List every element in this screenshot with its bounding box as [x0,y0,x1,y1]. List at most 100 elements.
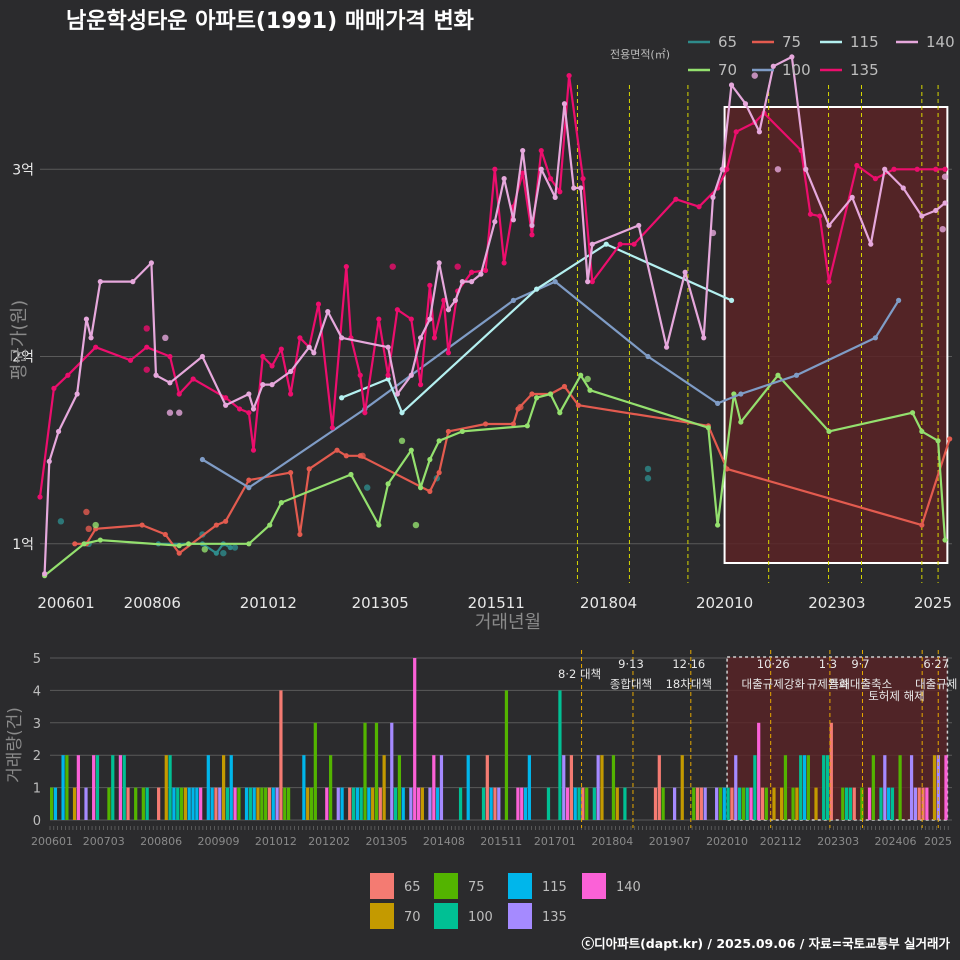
volume-bar [252,787,256,820]
volume-bar [107,787,111,820]
volume-bar [718,787,723,820]
price-chart: 1억 2억 3억 200601 200806 201012 201305 201511 2018… [9,54,953,633]
data-point-140 [385,344,391,350]
data-point-140 [561,101,568,107]
data-point-140 [199,353,206,360]
data-point-135 [37,494,43,500]
volume-bar [741,787,746,820]
data-point-135 [190,376,196,382]
x-tick-label: 201305 [352,594,409,612]
volume-bar [126,787,130,820]
volume-bar [802,755,807,820]
data-point-135 [547,176,554,182]
volume-bar [286,787,291,820]
data-point-135 [431,335,438,341]
data-point-140 [826,222,832,229]
data-point-75 [427,488,433,494]
volume-bar [546,787,551,820]
data-point-100 [552,279,558,285]
volume-bar [772,787,776,820]
data-point-135 [144,344,150,350]
volume-bar [657,755,661,820]
data-point-140 [306,344,312,350]
volume-x-tick: 201511 [480,835,522,848]
volume-bar [271,787,275,820]
volume-bar [795,787,799,820]
data-point-75 [529,391,535,397]
data-point-140 [469,279,475,285]
data-point-140 [288,368,294,375]
data-point-140 [492,219,498,225]
volume-bar [145,787,149,820]
volume-y-tick: 1 [33,782,41,797]
series-line-115 [341,243,732,414]
volume-bar [825,755,830,820]
volume-bar [672,787,677,820]
data-point-140 [682,269,688,275]
data-point-70 [775,372,781,378]
data-point-70 [176,543,182,549]
data-point-70 [267,522,273,528]
data-point-70 [459,428,465,435]
volume-bar [122,755,126,820]
volume-bar [221,755,226,820]
volume-bar [206,755,210,820]
data-point-100 [793,372,800,378]
policy-annotation: 18차대책 [666,677,712,691]
scatter-point-75 [517,403,524,411]
data-point-135 [557,189,563,195]
data-point-140 [250,406,257,412]
volume-bar [359,787,363,820]
data-point-70 [185,541,192,547]
data-point-100 [715,400,721,406]
volume-bar [913,787,918,820]
volume-bar [944,755,948,820]
volume-bar [195,787,199,820]
data-point-75 [139,522,145,528]
data-point-135 [176,391,182,397]
volume-bar [822,755,826,820]
volume-bar [653,787,658,820]
volume-bar [363,722,367,820]
volume-bar [420,787,424,820]
data-point-135 [580,176,586,182]
volume-bar [466,755,470,820]
volume-bar [50,787,54,820]
volume-bar [374,722,379,820]
data-point-140 [452,297,458,303]
volume-bar [118,755,123,820]
volume-bar [562,755,566,820]
x-tick-label: 201012 [240,594,297,612]
volume-x-tick: 201907 [649,835,691,848]
data-point-135 [617,241,623,247]
data-point-135 [278,346,284,352]
volume-x-tick: 202112 [760,835,802,848]
data-point-140 [571,185,577,191]
data-point-135 [329,425,335,431]
scatter-point-75 [83,508,90,516]
data-point-70 [557,410,563,416]
scatter-point-135 [389,263,396,270]
data-point-135 [501,260,507,266]
data-point-140 [636,222,642,229]
data-point-135 [933,166,939,172]
volume-bar [799,755,803,820]
data-point-140 [882,166,888,172]
volume-bar [753,755,757,820]
x-tick-label: 200806 [124,594,181,612]
volume-bar [92,755,96,820]
volume-bar [267,787,272,820]
volume-x-tick: 200601 [31,835,73,848]
data-point-75 [306,466,312,472]
data-point-70 [587,387,593,393]
data-point-135 [167,353,173,360]
policy-annotation: 8·2 대책 [558,667,601,681]
volume-bar [581,787,585,820]
data-point-135 [733,129,739,135]
volume-bar [191,787,195,820]
scatter-point-140 [166,409,174,416]
volume-bar [726,787,730,820]
volume-chart: 0 1 2 3 4 5 8·2 대책 9·13 종합대책 12·16 18차대책 10·26 대출규제강… [5,650,957,848]
volume-bar [600,755,604,820]
volume-x-tick: 2025 [924,835,952,848]
